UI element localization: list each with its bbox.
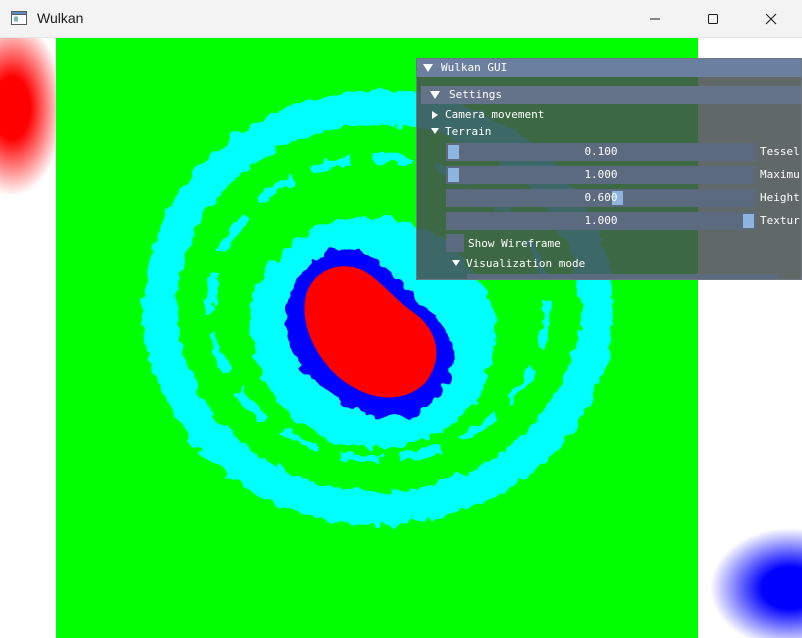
blue-light-blob bbox=[710, 528, 802, 638]
slider-grab[interactable] bbox=[448, 168, 459, 182]
close-button[interactable] bbox=[742, 0, 800, 38]
slider-value: 1.000 bbox=[584, 214, 618, 227]
camera-collapsed-icon[interactable] bbox=[432, 111, 438, 119]
settings-header-label: Settings bbox=[449, 88, 502, 101]
tree-node-visualization-mode[interactable]: Visualization mode bbox=[466, 257, 586, 270]
outer-ring bbox=[143, 91, 613, 525]
collapse-arrow-icon[interactable] bbox=[423, 64, 433, 72]
slider-tessellation[interactable]: 0.100 bbox=[446, 143, 756, 161]
slider-label: Maximu bbox=[760, 168, 800, 181]
slider-grab[interactable] bbox=[743, 214, 754, 228]
show-wireframe-checkbox[interactable] bbox=[446, 234, 464, 252]
window-title: Wulkan bbox=[37, 10, 84, 26]
close-icon bbox=[765, 13, 777, 25]
window-titlebar[interactable]: Wulkan bbox=[0, 0, 802, 38]
slider-value: 0.600 bbox=[584, 191, 618, 204]
show-wireframe-label: Show Wireframe bbox=[468, 237, 561, 250]
slider-label: Height bbox=[760, 191, 800, 204]
slider-maximum[interactable]: 1.000 bbox=[446, 166, 756, 184]
minimize-icon bbox=[650, 18, 660, 20]
settings-header[interactable]: Settings bbox=[421, 86, 801, 104]
slider-label: Textur bbox=[760, 214, 800, 227]
imgui-title: Wulkan GUI bbox=[441, 61, 508, 74]
slider-height[interactable]: 0.600 bbox=[446, 189, 756, 207]
core bbox=[304, 266, 437, 398]
red-light-blob bbox=[0, 38, 64, 196]
terrain-expanded-icon[interactable] bbox=[431, 128, 439, 134]
tree-node-terrain[interactable]: Terrain bbox=[445, 125, 492, 138]
settings-expand-icon bbox=[430, 91, 440, 99]
imgui-window[interactable]: Wulkan GUI Settings Camera movement Terr… bbox=[416, 58, 802, 280]
slider-texture[interactable]: 1.000 bbox=[446, 212, 756, 230]
maximize-button[interactable] bbox=[684, 0, 742, 38]
slider-grab[interactable] bbox=[612, 191, 623, 205]
visualization-mode-combo[interactable] bbox=[467, 274, 778, 279]
app-window-icon bbox=[11, 11, 27, 25]
slider-label: Tessel bbox=[760, 145, 800, 158]
visualization-expanded-icon[interactable] bbox=[452, 260, 460, 266]
minimize-button[interactable] bbox=[626, 0, 684, 38]
slider-value: 1.000 bbox=[584, 168, 618, 181]
tree-node-camera-movement[interactable]: Camera movement bbox=[445, 108, 545, 121]
imgui-titlebar[interactable]: Wulkan GUI bbox=[417, 59, 801, 77]
maximize-icon bbox=[708, 14, 718, 24]
slider-grab[interactable] bbox=[448, 145, 459, 159]
slider-value: 0.100 bbox=[584, 145, 618, 158]
